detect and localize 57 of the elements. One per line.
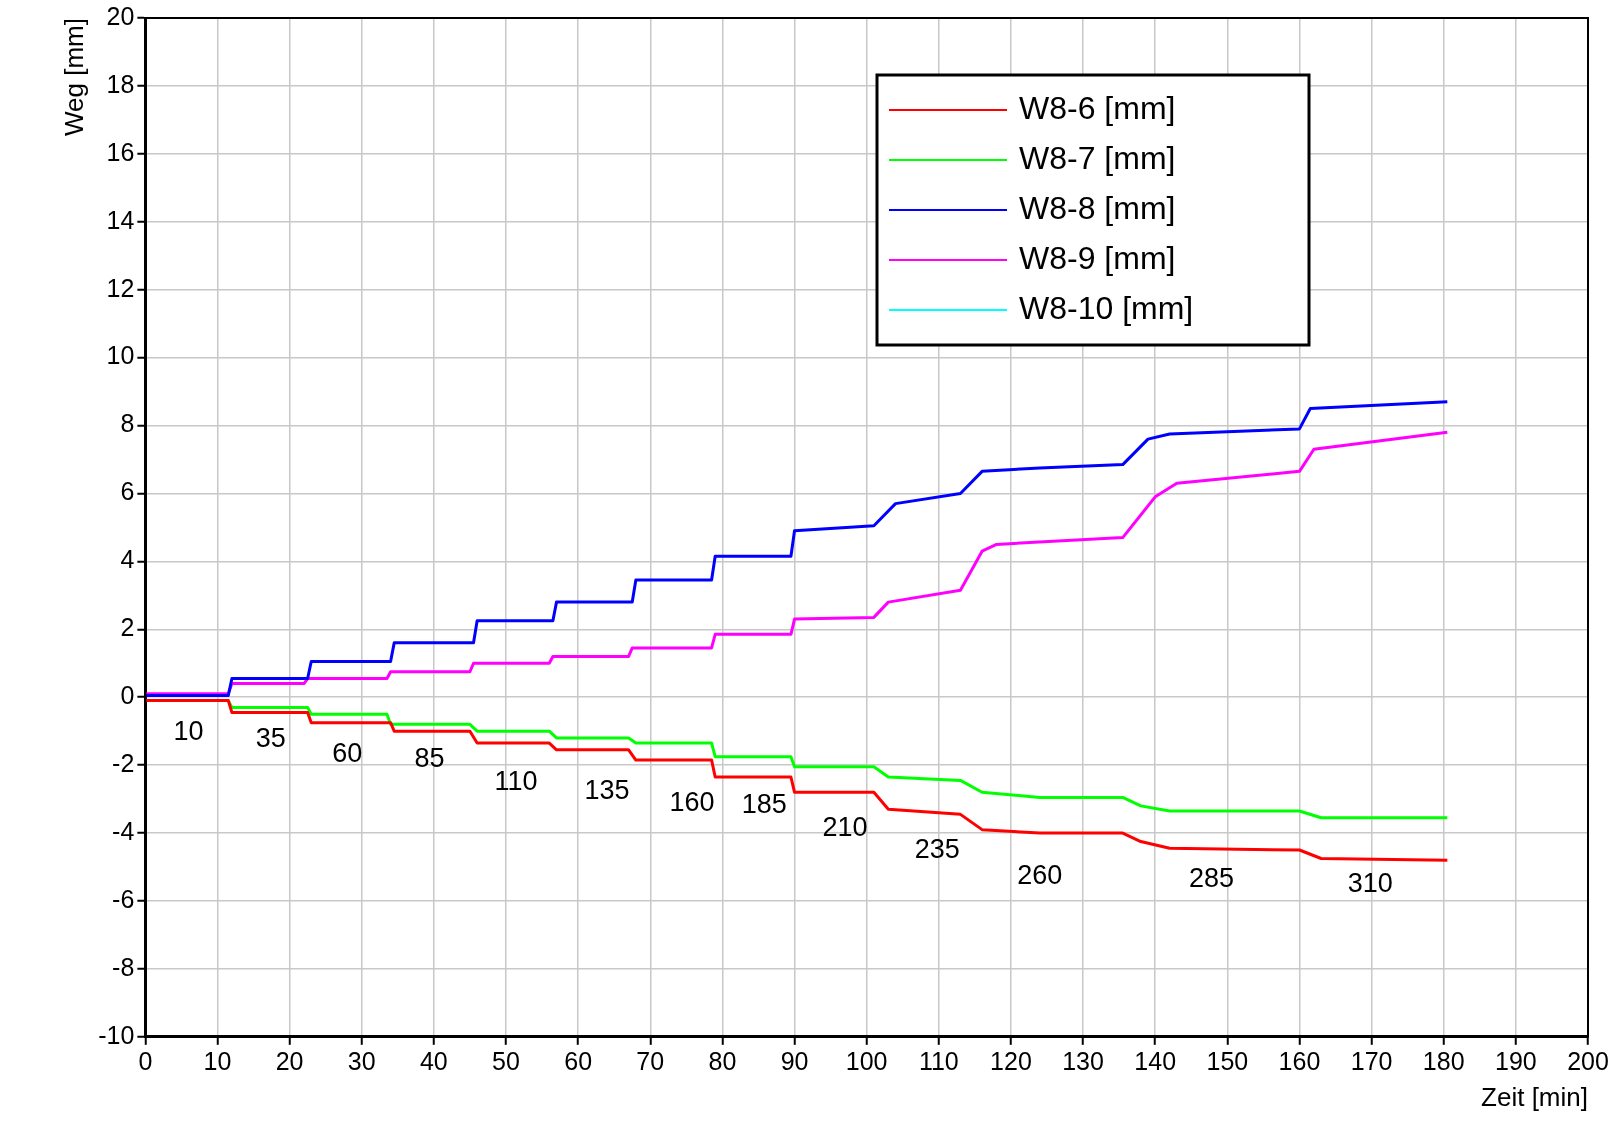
y-tick-label: 18 <box>106 69 135 98</box>
y-tick-label: 14 <box>106 205 135 234</box>
x-tick-label: 110 <box>918 1046 959 1075</box>
y-tick-label: 4 <box>120 545 135 574</box>
x-tick-label: 40 <box>419 1046 448 1075</box>
x-tick-label: 120 <box>990 1046 1032 1075</box>
x-tick-label: 90 <box>780 1046 809 1075</box>
x-tick-label: 0 <box>138 1046 153 1075</box>
y-tick-label: -8 <box>112 952 135 981</box>
x-tick-label: 30 <box>347 1046 376 1075</box>
annotation: 135 <box>584 774 630 805</box>
x-tick-label: 200 <box>1567 1046 1609 1075</box>
y-tick-label: 6 <box>120 477 135 506</box>
legend-label: W8-8 [mm] <box>1019 189 1176 226</box>
x-tick-label: 70 <box>636 1046 665 1075</box>
legend-label: W8-6 [mm] <box>1019 89 1176 126</box>
y-tick-label: 12 <box>106 273 135 302</box>
x-tick-label: 190 <box>1495 1046 1537 1075</box>
annotation: 85 <box>414 743 445 774</box>
x-tick-label: 50 <box>492 1046 520 1075</box>
annotation: 10 <box>173 715 204 746</box>
y-tick-label: 10 <box>106 341 135 370</box>
legend-label: W8-7 [mm] <box>1019 139 1176 176</box>
x-tick-label: 10 <box>203 1046 232 1075</box>
x-tick-label: 20 <box>275 1046 304 1075</box>
annotation: 235 <box>914 833 960 864</box>
y-tick-label: -4 <box>112 816 135 845</box>
annotation: 260 <box>1017 860 1063 891</box>
y-tick-label: 0 <box>120 681 135 710</box>
x-axis-title: Zeit [min] <box>1481 1081 1588 1112</box>
annotation: 110 <box>494 765 538 796</box>
y-tick-label: -10 <box>98 1020 135 1049</box>
y-tick-label: 8 <box>120 409 135 438</box>
annotation: 185 <box>741 788 787 819</box>
x-tick-label: 130 <box>1062 1046 1104 1075</box>
y-tick-label: 16 <box>106 137 135 166</box>
x-tick-label: 180 <box>1422 1046 1465 1075</box>
x-tick-label: 140 <box>1134 1046 1177 1075</box>
legend-label: W8-10 [mm] <box>1019 289 1194 326</box>
y-tick-label: 2 <box>120 613 135 642</box>
annotation: 285 <box>1188 863 1234 894</box>
x-tick-label: 60 <box>564 1046 593 1075</box>
y-axis-title: Weg [mm] <box>58 18 89 136</box>
y-tick-label: -6 <box>112 884 135 913</box>
y-tick-label: 20 <box>106 1 135 30</box>
annotation: 310 <box>1347 868 1393 899</box>
x-tick-label: 170 <box>1350 1046 1393 1075</box>
annotation: 35 <box>255 722 286 753</box>
x-tick-label: 150 <box>1206 1046 1249 1075</box>
y-tick-label: -2 <box>112 749 135 778</box>
legend-label: W8-9 [mm] <box>1019 239 1176 276</box>
annotation: 160 <box>669 786 715 817</box>
x-tick-label: 80 <box>708 1046 737 1075</box>
annotation: 210 <box>822 812 868 843</box>
x-tick-label: 160 <box>1278 1046 1321 1075</box>
x-tick-label: 100 <box>845 1046 888 1075</box>
annotation: 60 <box>332 738 363 769</box>
